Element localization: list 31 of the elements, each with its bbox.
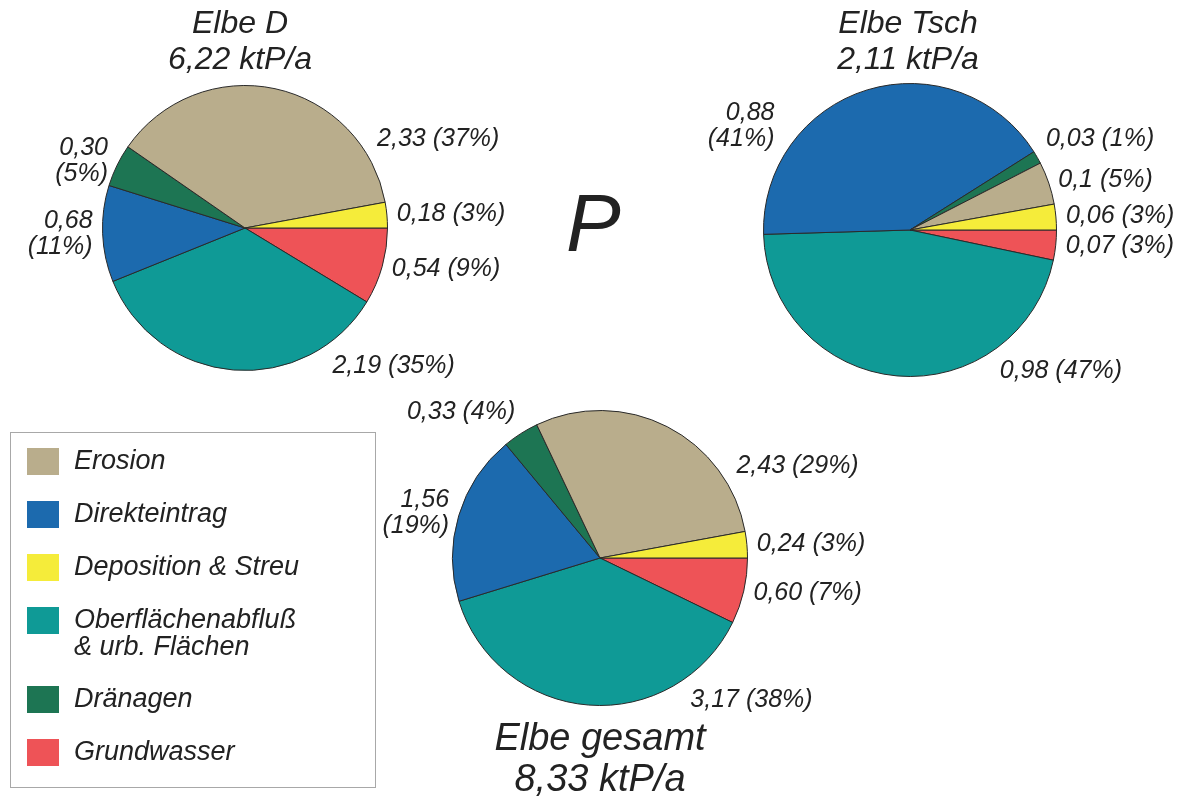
text: P [566,177,621,268]
data-label: 2,33 (37%) [376,122,500,151]
data-label: 0,06 (3%) [1065,200,1175,229]
data-label: 0,07 (3%) [1065,230,1175,259]
chart-subtitle: 2,11 ktP/a [836,40,980,76]
legend-label: Direkteintrag [74,498,229,528]
data-label: 0,88 (41%) [707,96,775,151]
text: Elbe gesamt [493,716,708,758]
data-label: 1,56 (19%) [382,483,450,538]
data-label: 0,98 (47%) [999,355,1123,384]
legend-label: Oberflächenabfluß & urb. Flächen [74,604,298,661]
data-label: 3,17 (38%) [690,683,813,712]
data-label: 0,1 (5%) [1058,163,1153,192]
legend-label: Deposition & Streu [74,551,301,581]
chart-title: Elbe Tsch [837,4,979,40]
data-label: 0,03 (1%) [1045,123,1155,152]
data-label: 2,19 (35%) [331,349,455,378]
legend-label: Grundwasser [74,736,237,766]
data-label: 0,54 (9%) [391,253,501,282]
text: 8,33 ktP/a [513,757,686,799]
data-label: 0,18 (3%) [396,198,506,227]
chart-subtitle: 6,22 ktP/a [166,40,314,76]
data-label: 0,60 (7%) [753,577,862,606]
data-label: 2,43 (29%) [735,450,859,479]
legend-label: Erosion [74,445,167,475]
legend-label: Dränagen [74,683,194,713]
data-label: 0,33 (4%) [406,396,516,425]
data-label: 0,24 (3%) [756,527,866,556]
chart-title: Elbe D [190,4,289,40]
data-label: 0,68 (11%) [27,205,93,260]
data-label: 0,30 (5%) [55,131,109,186]
